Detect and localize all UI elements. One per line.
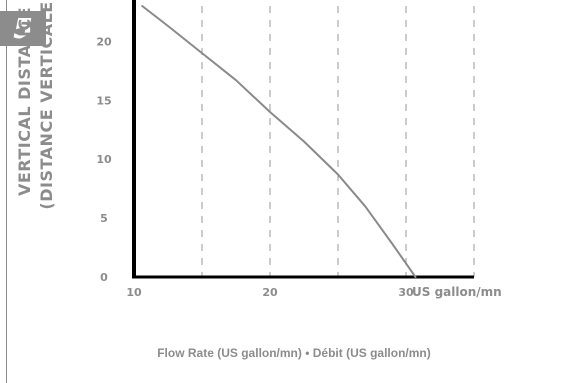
x-tick-label-20: 20 [262, 286, 278, 299]
y-tick-label-0: 0 [100, 271, 108, 284]
frame-border [6, 0, 7, 383]
figure-number-badge: 5 [0, 11, 46, 46]
x-tick-label-30: 30 [398, 286, 414, 299]
x-axis-label: Flow Rate (US gallon/mn) • Débit (US gal… [157, 346, 431, 360]
y-tick-label-20: 20 [96, 35, 112, 48]
axis-layer [132, 0, 474, 279]
x-tick-label-10: 10 [126, 286, 142, 299]
curve-layer [141, 5, 417, 278]
grid-layer [201, 6, 475, 277]
y-tick-label-10: 10 [96, 153, 112, 166]
x-axis-unit-label: US gallon/mn [412, 285, 502, 299]
y-tick-label-15: 15 [96, 94, 111, 107]
y-tick-label-5: 5 [100, 212, 108, 225]
series-line-0 [141, 5, 417, 278]
tick-label-layer: 0 5 10 15 20 10 20 30 [96, 35, 414, 299]
